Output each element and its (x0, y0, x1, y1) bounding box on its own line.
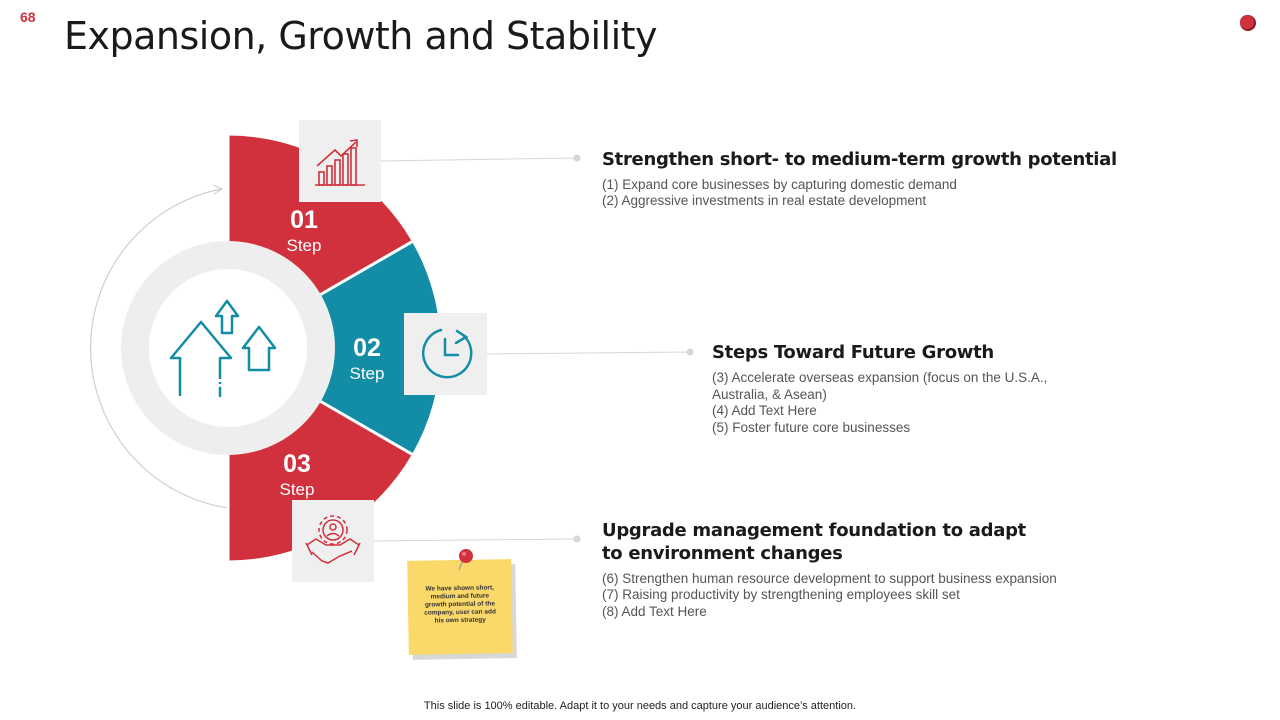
step-03-label: Step (279, 480, 315, 499)
step-01-item-2: (2) Aggressive investments in real estat… (602, 193, 927, 208)
clock-refresh-icon (422, 328, 473, 379)
step-02-item-4: (4) Add Text Here (712, 403, 817, 418)
slide-number: 68 (20, 9, 36, 25)
step-01-item-1: (1) Expand core businesses by capturing … (602, 177, 957, 192)
step-03-item-8: (8) Add Text Here (602, 604, 707, 619)
connector-dot-03 (573, 535, 581, 543)
sticky-note: We have shown short, medium and future g… (407, 559, 513, 655)
step-01-heading: Strengthen short- to medium-term growth … (602, 149, 1117, 170)
corner-dot-icon (1240, 15, 1254, 29)
handshake-gear-icon (305, 515, 361, 564)
step-01-label: Step (286, 236, 322, 255)
step-02-heading: Steps Toward Future Growth (712, 342, 994, 363)
step-03-heading: Upgrade management foundation to adapt t… (602, 520, 1026, 564)
connector-dot-01 (573, 154, 581, 162)
step-02-item-5: (5) Foster future core businesses (712, 420, 911, 435)
step-02-item-3: (3) Accelerate overseas expansion (focus… (712, 370, 1048, 402)
step-03-item-6: (6) Strengthen human resource developmen… (602, 571, 1057, 586)
page-title: Expansion, Growth and Stability (64, 14, 658, 58)
footer-note: This slide is 100% editable. Adapt it to… (423, 700, 857, 712)
bar-chart-growth-icon (315, 139, 365, 186)
sticky-note-text: We have shown short, medium and future g… (424, 584, 497, 625)
connector-dot-02 (686, 348, 694, 356)
step-01-number: 01 (290, 206, 318, 234)
step-02-number: 02 (353, 334, 381, 362)
connector-01 (380, 157, 577, 162)
circular-arrow (90, 188, 229, 509)
growth-arrows-icon (169, 299, 277, 398)
step-03-number: 03 (283, 450, 311, 478)
pushpin-icon (458, 549, 473, 571)
connector-02 (486, 351, 690, 355)
step-03-item-7: (7) Raising productivity by strengthenin… (602, 587, 960, 602)
circular-arrow-head (212, 184, 224, 195)
icon-box-03 (292, 500, 374, 582)
step-02-label: Step (349, 364, 385, 383)
center-ring (121, 241, 335, 455)
connector-03 (373, 538, 577, 542)
